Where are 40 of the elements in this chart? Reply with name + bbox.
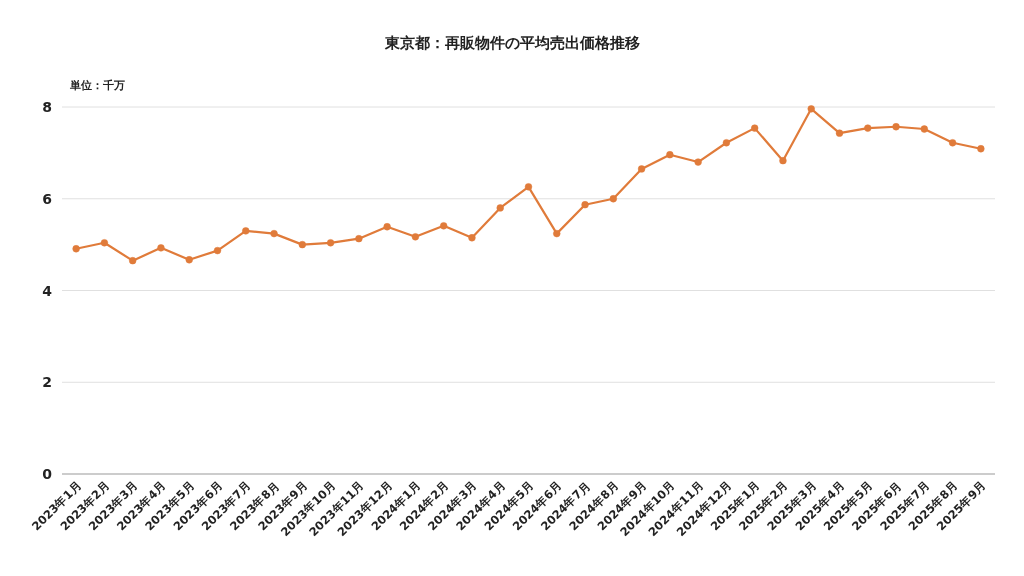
point: [807, 105, 815, 113]
point: [835, 129, 844, 137]
point: [751, 124, 759, 132]
y-tick-label: 6: [42, 190, 52, 207]
point: [468, 234, 476, 242]
point: [694, 158, 702, 166]
point: [72, 245, 80, 253]
point: [864, 124, 872, 132]
point: [892, 123, 900, 131]
y-tick-label: 2: [42, 374, 52, 391]
y-axis-title: 単位：千万: [69, 79, 125, 92]
point: [129, 257, 137, 265]
y-tick-label: 0: [42, 466, 53, 482]
point: [524, 183, 533, 191]
point: [298, 240, 306, 249]
point: [779, 157, 787, 165]
point: [157, 244, 165, 252]
point: [100, 239, 109, 247]
point: [722, 139, 731, 147]
point: [496, 204, 504, 212]
point: [411, 233, 420, 241]
chart-title: 東京都：再販物件の平均売出価格推移: [383, 34, 640, 52]
point: [185, 256, 193, 264]
point: [383, 223, 391, 231]
point: [609, 195, 617, 203]
point: [440, 222, 448, 230]
point: [355, 235, 363, 243]
point: [326, 239, 335, 247]
point: [666, 151, 674, 159]
y-tick-label: 4: [42, 282, 53, 299]
point: [948, 139, 957, 147]
point: [553, 229, 561, 238]
point: [242, 227, 250, 235]
point: [637, 165, 646, 173]
point: [977, 145, 985, 153]
point: [581, 201, 589, 209]
point: [270, 229, 278, 238]
y-tick-label: 8: [42, 99, 52, 115]
point: [920, 125, 928, 133]
point: [213, 246, 222, 255]
